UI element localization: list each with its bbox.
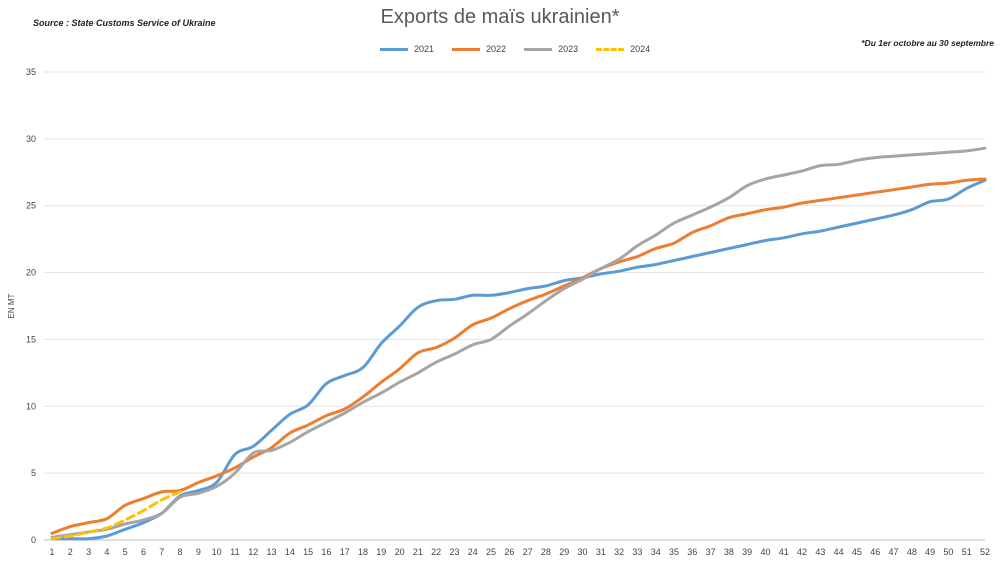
x-tick-label: 43 bbox=[815, 547, 825, 557]
x-tick-label: 36 bbox=[687, 547, 697, 557]
x-tick-label: 45 bbox=[852, 547, 862, 557]
x-tick-label: 39 bbox=[742, 547, 752, 557]
y-tick-label: 20 bbox=[26, 268, 36, 278]
x-tick-label: 40 bbox=[760, 547, 770, 557]
legend-item-2023: 2023 bbox=[524, 44, 578, 54]
x-tick-label: 20 bbox=[395, 547, 405, 557]
x-tick-label: 24 bbox=[468, 547, 478, 557]
y-tick-label: 0 bbox=[31, 535, 36, 545]
x-tick-label: 37 bbox=[706, 547, 716, 557]
legend-item-2024: 2024 bbox=[596, 44, 650, 54]
x-tick-label: 47 bbox=[889, 547, 899, 557]
x-tick-label: 18 bbox=[358, 547, 368, 557]
y-axis-label: EN MT bbox=[7, 293, 16, 318]
x-tick-label: 44 bbox=[834, 547, 844, 557]
x-tick-label: 12 bbox=[248, 547, 258, 557]
x-tick-label: 26 bbox=[504, 547, 514, 557]
source-note: Source : State Customs Service of Ukrain… bbox=[33, 18, 216, 28]
x-tick-label: 8 bbox=[178, 547, 183, 557]
x-tick-label: 48 bbox=[907, 547, 917, 557]
x-tick-label: 28 bbox=[541, 547, 551, 557]
x-tick-label: 32 bbox=[614, 547, 624, 557]
series-line-2024 bbox=[50, 490, 182, 541]
y-tick-label: 35 bbox=[26, 67, 36, 77]
x-tick-label: 15 bbox=[303, 547, 313, 557]
x-tick-label: 25 bbox=[486, 547, 496, 557]
x-tick-label: 35 bbox=[669, 547, 679, 557]
x-tick-label: 30 bbox=[578, 547, 588, 557]
legend-swatch bbox=[452, 47, 481, 51]
x-tick-label: 3 bbox=[86, 547, 91, 557]
x-tick-label: 31 bbox=[596, 547, 606, 557]
legend-label: 2022 bbox=[486, 44, 507, 54]
period-note: *Du 1er octobre au 30 septembre bbox=[861, 38, 994, 48]
x-tick-label: 13 bbox=[267, 547, 277, 557]
x-tick-label: 7 bbox=[159, 547, 164, 557]
x-tick-label: 19 bbox=[376, 547, 386, 557]
legend-label: 2021 bbox=[414, 44, 435, 54]
x-tick-label: 51 bbox=[962, 547, 972, 557]
x-tick-label: 38 bbox=[724, 547, 734, 557]
x-tick-label: 49 bbox=[925, 547, 935, 557]
x-tick-label: 4 bbox=[104, 547, 109, 557]
y-tick-label: 5 bbox=[31, 468, 36, 478]
legend-swatch bbox=[596, 47, 625, 51]
x-tick-label: 1 bbox=[49, 547, 54, 557]
legend-item-2022: 2022 bbox=[452, 44, 506, 54]
legend-swatch bbox=[380, 47, 408, 51]
x-tick-label: 52 bbox=[980, 547, 990, 557]
x-tick-label: 34 bbox=[651, 547, 661, 557]
y-tick-label: 15 bbox=[26, 334, 36, 344]
x-tick-label: 14 bbox=[285, 547, 295, 557]
x-tick-label: 42 bbox=[797, 547, 807, 557]
x-tick-label: 16 bbox=[321, 547, 331, 557]
x-tick-label: 41 bbox=[779, 547, 789, 557]
chart-legend: 2021 2022 2023 2024 bbox=[380, 44, 650, 54]
x-tick-label: 29 bbox=[559, 547, 569, 557]
x-tick-label: 50 bbox=[943, 547, 953, 557]
legend-swatch bbox=[524, 47, 553, 51]
x-tick-label: 9 bbox=[196, 547, 201, 557]
x-tick-label: 17 bbox=[340, 547, 350, 557]
x-tick-label: 2 bbox=[68, 547, 73, 557]
x-tick-label: 33 bbox=[632, 547, 642, 557]
x-tick-label: 6 bbox=[141, 547, 146, 557]
legend-label: 2023 bbox=[558, 44, 579, 54]
x-tick-label: 46 bbox=[870, 547, 880, 557]
y-tick-label: 25 bbox=[26, 201, 36, 211]
legend-item-2021: 2021 bbox=[380, 44, 434, 54]
chart-title: Exports de maïs ukrainien* bbox=[380, 6, 620, 28]
series-line-2023 bbox=[50, 146, 987, 539]
series-line-2021 bbox=[50, 178, 987, 541]
x-tick-label: 10 bbox=[212, 547, 222, 557]
y-tick-label: 30 bbox=[26, 134, 36, 144]
y-tick-label: 10 bbox=[26, 401, 36, 411]
series-line-2022 bbox=[50, 177, 987, 535]
x-tick-label: 11 bbox=[230, 547, 239, 557]
x-tick-label: 23 bbox=[449, 547, 459, 557]
legend-label: 2024 bbox=[630, 44, 651, 54]
x-tick-label: 22 bbox=[431, 547, 441, 557]
x-tick-label: 27 bbox=[523, 547, 533, 557]
x-tick-label: 21 bbox=[413, 547, 423, 557]
x-tick-label: 5 bbox=[123, 547, 128, 557]
